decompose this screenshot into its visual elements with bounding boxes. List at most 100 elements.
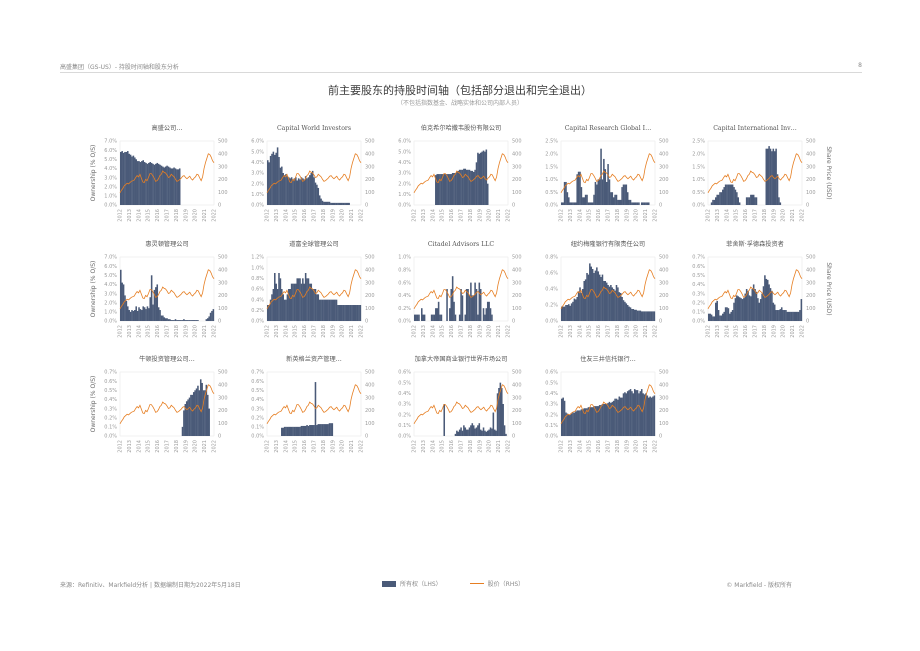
ownership-bar bbox=[352, 305, 355, 321]
ownership-bar bbox=[283, 426, 286, 436]
y-tick-left: 2.0% bbox=[104, 300, 117, 306]
ownership-bar bbox=[488, 429, 490, 436]
ownership-bar bbox=[491, 428, 493, 436]
ownership-bar bbox=[271, 153, 273, 205]
ownership-bar bbox=[129, 311, 132, 321]
y-tick-left: 0.4% bbox=[251, 297, 264, 303]
ownership-bar bbox=[572, 301, 574, 321]
ownership-bar bbox=[607, 164, 609, 205]
ownership-bar bbox=[332, 299, 335, 321]
ownership-bar bbox=[647, 397, 650, 436]
x-tick: 2019 bbox=[183, 209, 189, 222]
x-tick: 2017 bbox=[459, 209, 465, 222]
y-tick-left: 5.0% bbox=[398, 149, 411, 155]
y-tick-right: 400 bbox=[218, 268, 228, 274]
x-tick: 2015 bbox=[440, 325, 446, 338]
x-tick: 2018 bbox=[762, 209, 768, 222]
ownership-bar bbox=[579, 171, 581, 205]
ownership-bar bbox=[722, 313, 724, 321]
y-tick-left: 7.0% bbox=[104, 255, 117, 261]
y-tick-right: 400 bbox=[512, 268, 522, 274]
ownership-bar bbox=[715, 302, 717, 321]
ownership-bar bbox=[570, 202, 573, 205]
ownership-bar bbox=[642, 202, 644, 205]
ownership-bar bbox=[156, 284, 159, 321]
ownership-bar bbox=[618, 199, 621, 205]
x-tick: 2020 bbox=[487, 440, 493, 453]
ownership-bar bbox=[726, 307, 728, 321]
price-line bbox=[119, 153, 215, 194]
ownership-bar bbox=[127, 151, 129, 205]
ownership-bar bbox=[503, 425, 506, 436]
ownership-bar bbox=[570, 413, 573, 436]
ownership-bar bbox=[786, 311, 789, 321]
ownership-bar bbox=[586, 273, 588, 321]
ownership-bar bbox=[276, 289, 279, 321]
x-tick: 2017 bbox=[312, 440, 318, 453]
ownership-bar bbox=[748, 197, 751, 205]
x-tick: 2022 bbox=[800, 325, 806, 338]
ownership-bar bbox=[471, 423, 474, 436]
y-tick-left: 5.0% bbox=[104, 273, 117, 279]
ownership-bar bbox=[750, 194, 752, 205]
ownership-bar bbox=[582, 289, 584, 321]
ownership-bar bbox=[143, 307, 146, 321]
y-tick-left: 0.0% bbox=[104, 434, 117, 440]
y-tick-right: 300 bbox=[512, 164, 522, 170]
ownership-bar bbox=[316, 425, 318, 436]
x-tick: 2017 bbox=[312, 325, 318, 338]
x-tick: 2013 bbox=[715, 209, 721, 222]
x-tick: 2014 bbox=[283, 209, 289, 222]
y-tick-right: 500 bbox=[218, 370, 228, 376]
ownership-bar bbox=[464, 427, 467, 436]
ownership-bar bbox=[302, 278, 304, 321]
x-tick: 2012 bbox=[559, 209, 565, 222]
ownership-bar bbox=[593, 194, 595, 205]
ownership-bar bbox=[300, 283, 303, 321]
ownership-bar bbox=[475, 427, 478, 436]
ownership-bar bbox=[142, 160, 144, 205]
x-tick: 2014 bbox=[577, 440, 583, 453]
ownership-bar bbox=[744, 293, 747, 321]
ownership-bar bbox=[796, 311, 798, 321]
y-tick-left: 0.4% bbox=[545, 391, 558, 397]
ownership-bar bbox=[458, 429, 461, 436]
x-tick: 2014 bbox=[724, 209, 730, 222]
ownership-bar bbox=[642, 393, 644, 436]
x-tick: 2013 bbox=[568, 325, 574, 338]
x-tick: 2022 bbox=[653, 440, 659, 453]
ownership-bar bbox=[324, 424, 327, 436]
y-tick-right: 300 bbox=[365, 164, 375, 170]
ownership-bar bbox=[321, 424, 324, 436]
x-tick: 2012 bbox=[412, 325, 418, 338]
ownership-bar bbox=[306, 178, 308, 205]
ownership-bar bbox=[206, 318, 209, 321]
ownership-bar bbox=[790, 311, 793, 321]
ownership-bar bbox=[169, 319, 171, 321]
ownership-bar bbox=[310, 283, 313, 321]
ownership-bar bbox=[132, 310, 135, 321]
ownership-bar bbox=[127, 306, 129, 321]
x-tick: 2016 bbox=[596, 325, 602, 338]
price-line bbox=[119, 269, 215, 310]
ownership-bar bbox=[289, 426, 291, 436]
ownership-bar bbox=[423, 314, 426, 321]
ownership-bar bbox=[582, 197, 584, 205]
ownership-bar bbox=[633, 309, 636, 321]
ownership-bar bbox=[596, 406, 598, 436]
ownership-bar bbox=[145, 162, 147, 205]
ownership-bar bbox=[122, 152, 125, 205]
price-line bbox=[707, 269, 803, 310]
ownership-bar bbox=[653, 311, 656, 321]
y-tick-right: 300 bbox=[659, 280, 669, 286]
ownership-bar bbox=[195, 388, 198, 436]
ownership-bar bbox=[176, 320, 178, 321]
ownership-bar bbox=[191, 394, 194, 436]
ownership-bar bbox=[583, 197, 585, 205]
y-tick-left: 1.0% bbox=[251, 192, 264, 198]
ownership-bar bbox=[652, 396, 654, 436]
ownership-bar bbox=[320, 424, 322, 436]
ownership-bar bbox=[335, 299, 338, 321]
ownership-bar bbox=[773, 304, 776, 321]
ownership-bar bbox=[170, 320, 173, 321]
